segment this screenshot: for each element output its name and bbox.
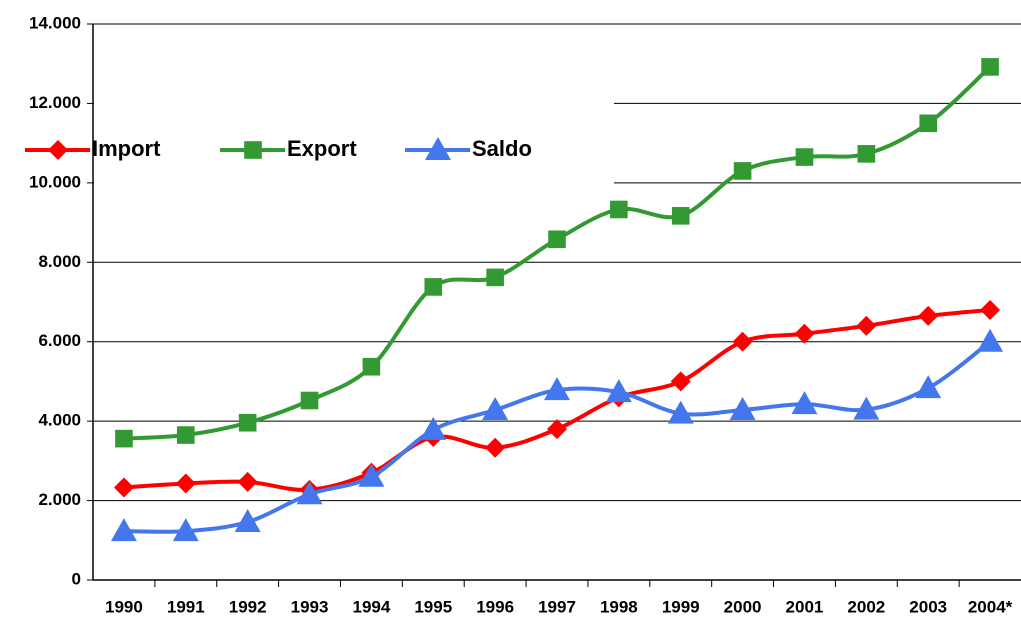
y-tick-label: 6.000 (38, 331, 81, 350)
legend-label: Saldo (472, 136, 532, 161)
marker (856, 315, 877, 336)
x-tick-label: 2004* (968, 597, 1013, 616)
marker (794, 323, 815, 344)
x-tick-label: 2000 (724, 597, 762, 616)
marker (795, 148, 814, 166)
x-tick-label: 1992 (229, 597, 267, 616)
x-tick-label: 1999 (662, 597, 700, 616)
marker (857, 145, 876, 163)
x-tick-label: 2003 (909, 597, 947, 616)
marker (981, 58, 999, 76)
x-tick-label: 1991 (167, 597, 205, 616)
marker (667, 400, 694, 424)
marker (172, 518, 199, 542)
marker (671, 207, 690, 225)
marker (791, 391, 818, 415)
marker (544, 377, 570, 401)
marker (482, 397, 509, 421)
y-tick-label: 10.000 (29, 172, 81, 191)
marker (362, 357, 381, 376)
marker (48, 140, 68, 160)
x-tick-label: 1998 (600, 597, 638, 616)
x-tick-label: 2002 (847, 597, 885, 616)
x-tick-label: 1990 (105, 597, 143, 616)
marker (977, 328, 1004, 352)
marker (486, 268, 504, 287)
x-tick-label: 1993 (291, 597, 329, 616)
x-tick-label: 1994 (352, 597, 390, 616)
x-tick-label: 1996 (476, 597, 514, 616)
marker (610, 200, 628, 219)
marker (919, 114, 937, 133)
x-tick-label: 1997 (538, 597, 576, 616)
marker (300, 391, 319, 410)
y-tick-label: 8.000 (38, 252, 81, 271)
marker (547, 419, 567, 440)
marker (238, 413, 257, 432)
marker (729, 397, 756, 421)
marker (234, 509, 261, 533)
y-tick-label: 12.000 (29, 93, 81, 112)
marker (110, 518, 137, 542)
y-tick-label: 2.000 (38, 490, 81, 509)
x-tick-label: 2001 (786, 597, 824, 616)
marker (177, 426, 195, 444)
marker (670, 371, 691, 392)
marker (980, 299, 1001, 320)
marker (605, 379, 632, 403)
marker (244, 141, 262, 159)
marker (115, 429, 133, 448)
marker (237, 471, 258, 492)
marker (732, 331, 753, 352)
marker (853, 396, 880, 420)
legend-label: Import (92, 136, 161, 161)
marker (175, 473, 196, 494)
marker (296, 481, 323, 505)
marker (424, 278, 443, 296)
legend-box (94, 100, 614, 200)
marker (113, 477, 134, 498)
y-tick-label: 0 (72, 569, 81, 588)
y-tick-label: 4.000 (38, 411, 81, 430)
marker (425, 137, 451, 160)
marker (358, 463, 385, 487)
y-tick-label: 14.000 (29, 13, 81, 32)
legend-label: Export (287, 136, 357, 161)
marker (918, 305, 939, 326)
marker (733, 162, 752, 180)
marker (485, 437, 506, 458)
x-tick-label: 1995 (414, 597, 452, 616)
marker (915, 375, 942, 399)
marker (548, 230, 566, 249)
marker (420, 416, 447, 440)
